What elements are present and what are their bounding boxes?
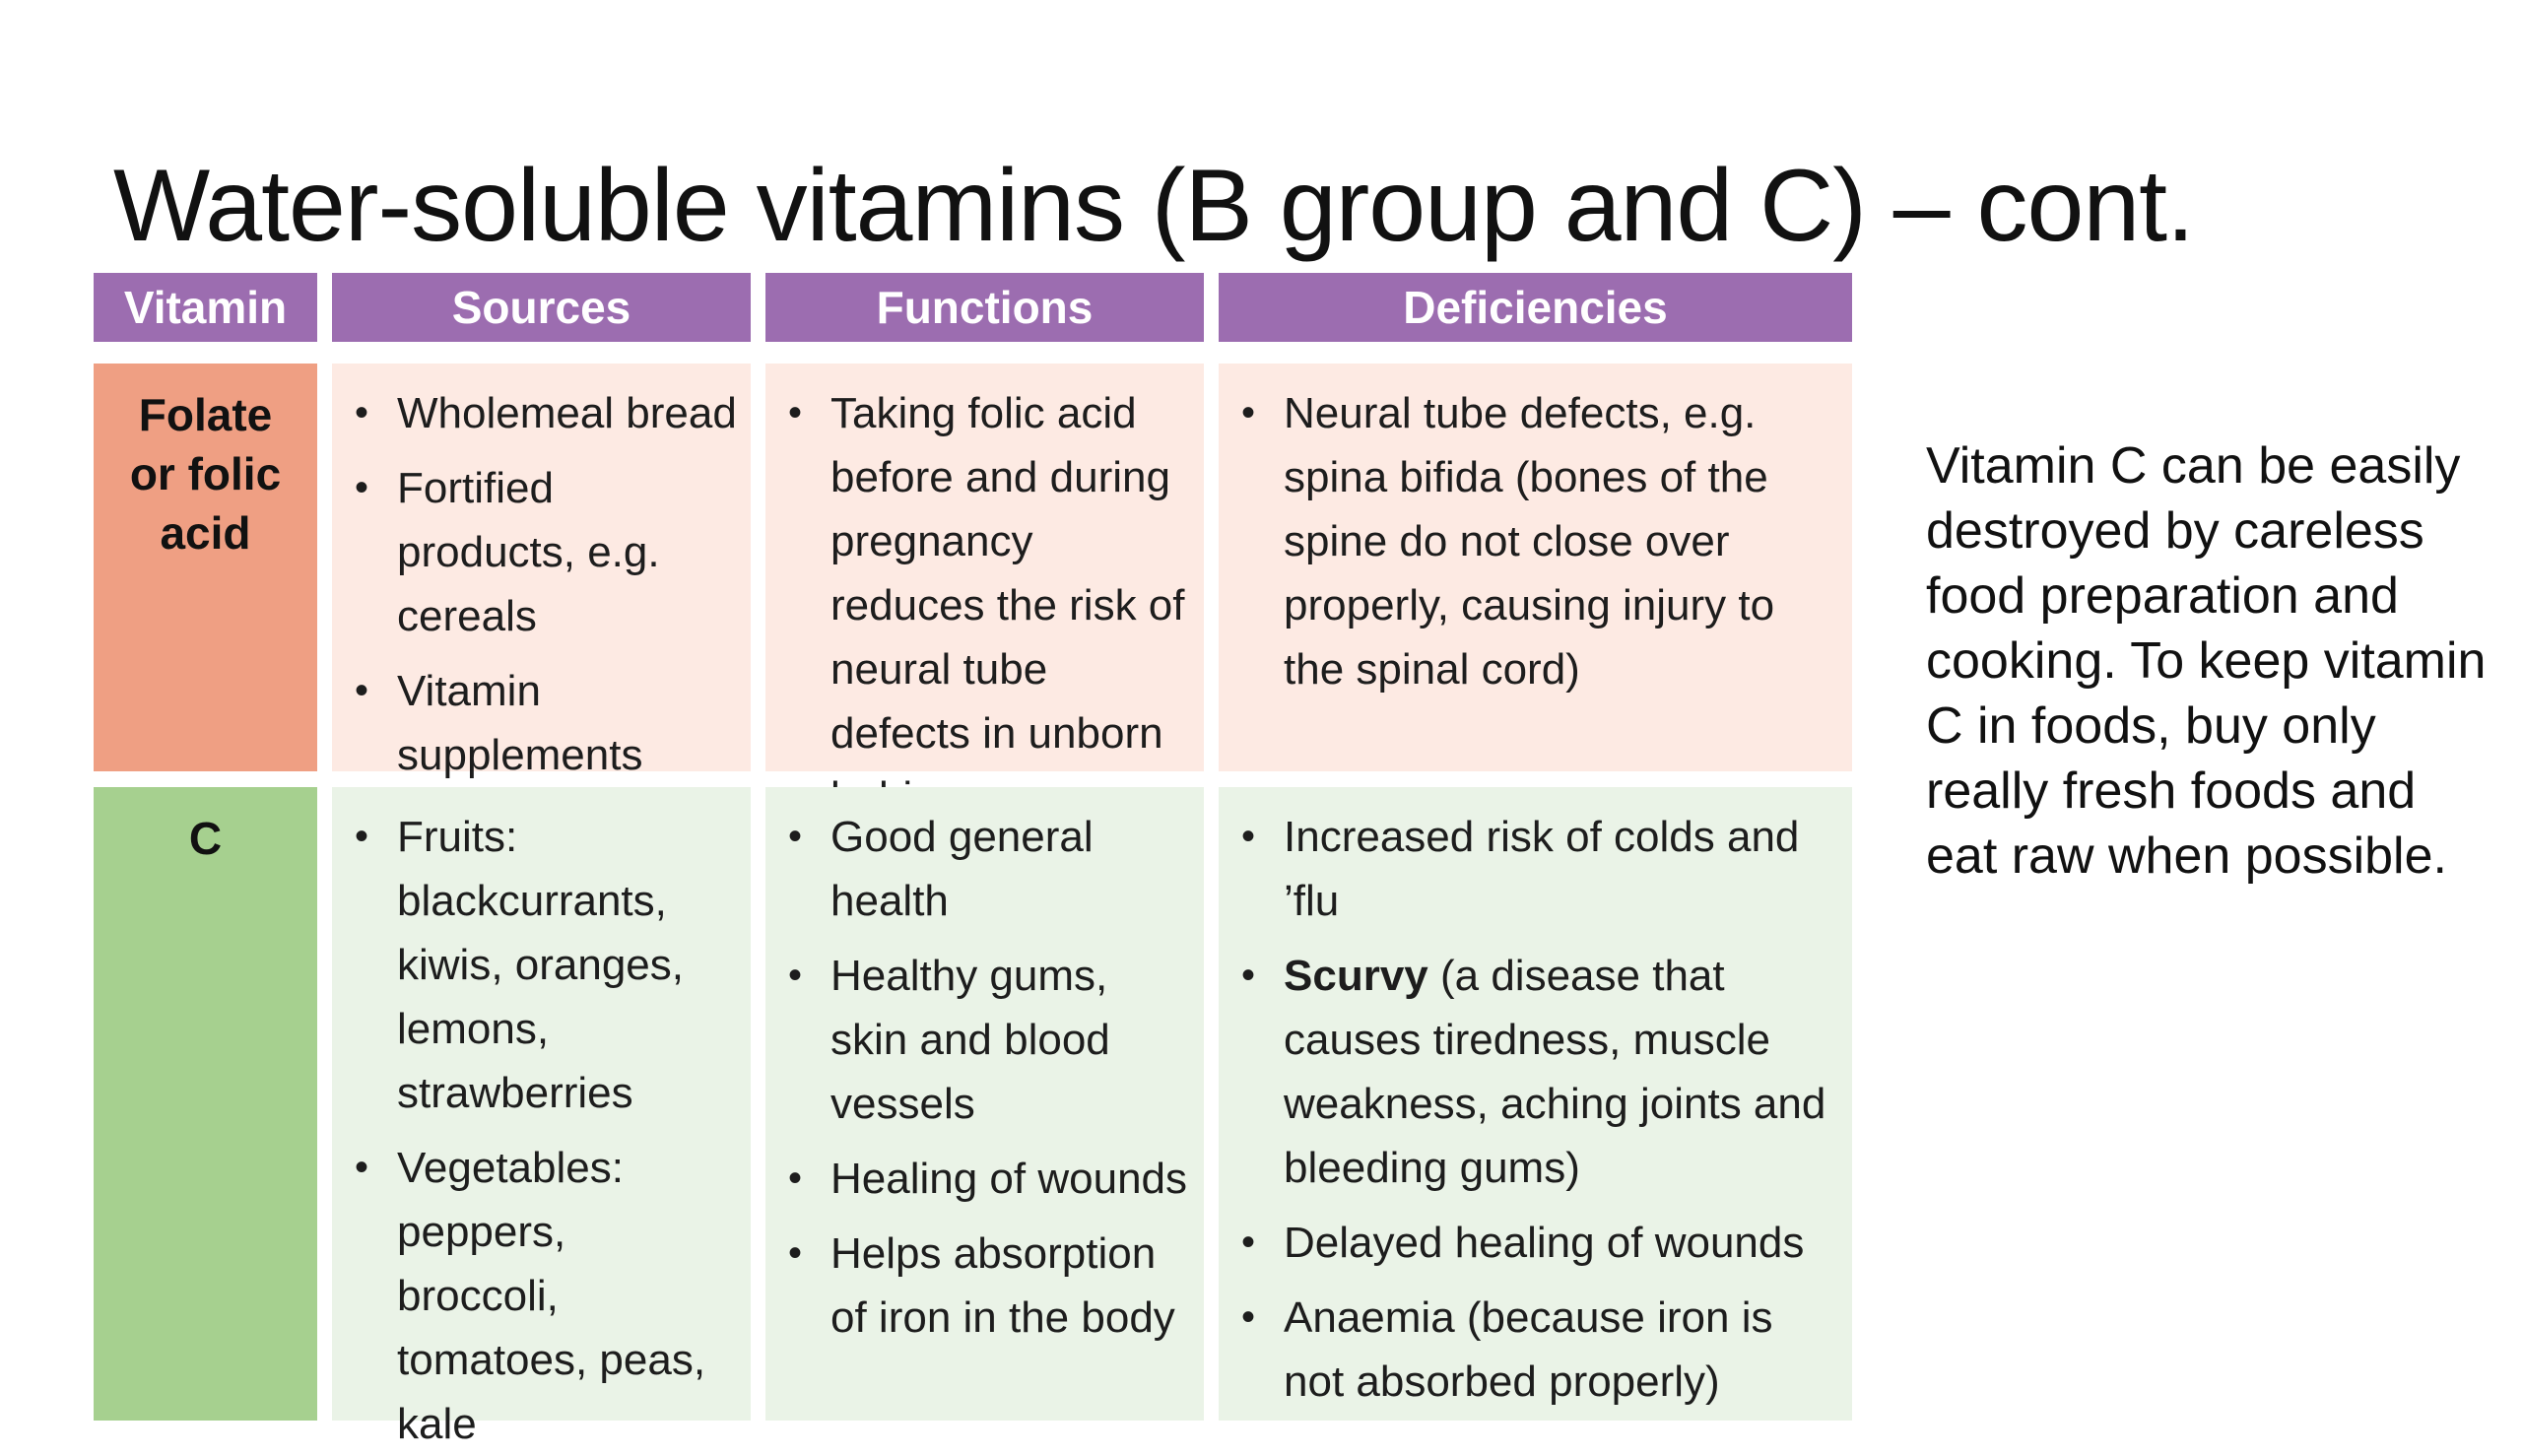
functions-list: Good general health Healthy gums, skin a… xyxy=(765,787,1204,1350)
side-note: Vitamin C can be easily destroyed by car… xyxy=(1926,437,2487,885)
header-deficiencies: Deficiencies xyxy=(1219,273,1852,342)
header-vitamin: Vitamin xyxy=(94,273,317,342)
term-description: (a disease that causes tiredness, muscle… xyxy=(1284,952,1826,1192)
vitamin-label-line: C xyxy=(188,813,223,864)
list-item: Healing of wounds xyxy=(788,1147,1192,1211)
vitamin-label-line: Folate xyxy=(138,389,273,440)
list-item: Vitamin supplements xyxy=(355,659,739,787)
deficiencies-cell-c: Increased risk of colds and ’flu Scurvy … xyxy=(1219,787,1852,1421)
sources-cell-c: Fruits: blackcurrants, kiwis, oranges, l… xyxy=(332,787,751,1448)
functions-list: Taking folic acid before and during preg… xyxy=(765,364,1204,829)
deficiencies-list: Neural tube defects, e.g. spina bifida (… xyxy=(1219,364,1852,701)
list-item: Fortified products, e.g. cereals xyxy=(355,456,739,648)
list-item: Delayed healing of wounds xyxy=(1241,1211,1840,1275)
deficiencies-list: Increased risk of colds and ’flu Scurvy … xyxy=(1219,787,1852,1414)
list-item: Good general health xyxy=(788,805,1192,933)
vitamin-cell-c: C xyxy=(94,787,317,1421)
deficiencies-cell-folate: Neural tube defects, e.g. spina bifida (… xyxy=(1219,364,1852,771)
sources-cell-folate: Wholemeal bread Fortified products, e.g.… xyxy=(332,364,751,779)
list-item: Fruits: blackcurrants, kiwis, oranges, l… xyxy=(355,805,739,1125)
list-item: Healthy gums, skin and blood vessels xyxy=(788,944,1192,1136)
list-item: Increased risk of colds and ’flu xyxy=(1241,805,1840,933)
vitamin-cell-folate: Folate or folic acid xyxy=(94,364,317,771)
list-item: Taking folic acid before and during preg… xyxy=(788,381,1192,829)
functions-cell-c: Good general health Healthy gums, skin a… xyxy=(765,787,1204,1421)
list-item: Neural tube defects, e.g. spina bifida (… xyxy=(1241,381,1840,701)
sources-list: Wholemeal bread Fortified products, e.g.… xyxy=(332,364,751,787)
list-item: Vegetables: peppers, broccoli, tomatoes,… xyxy=(355,1136,739,1456)
list-item: Scurvy (a disease that causes tiredness,… xyxy=(1241,944,1840,1200)
header-sources: Sources xyxy=(332,273,751,342)
list-item: Anaemia (because iron is not absorbed pr… xyxy=(1241,1286,1840,1414)
list-item: Wholemeal bread xyxy=(355,381,739,445)
list-item: Helps absorption of iron in the body xyxy=(788,1222,1192,1350)
functions-cell-folate: Taking folic acid before and during preg… xyxy=(765,364,1204,822)
vitamin-label-line: acid xyxy=(160,507,251,559)
page-title: Water-soluble vitamins (B group and C) –… xyxy=(113,149,2195,263)
bold-term: Scurvy xyxy=(1284,952,1428,1000)
vitamin-label-line: or folic xyxy=(129,448,282,499)
header-functions: Functions xyxy=(765,273,1204,342)
sources-list: Fruits: blackcurrants, kiwis, oranges, l… xyxy=(332,787,751,1456)
